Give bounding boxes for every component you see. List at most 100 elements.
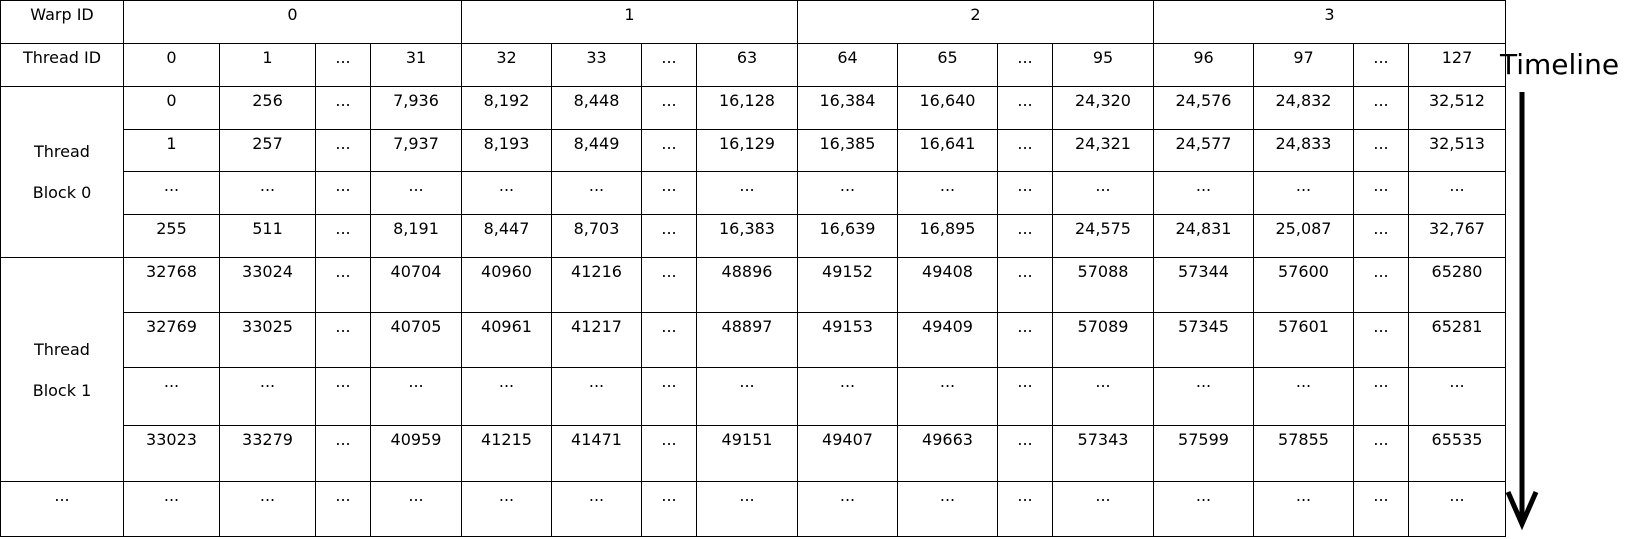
index-cell: 24,575 — [1052, 214, 1154, 258]
thread-id-cell: 31 — [370, 43, 462, 87]
thread-id-cell: ... — [1353, 43, 1409, 87]
index-cell: ... — [315, 312, 371, 368]
index-cell: 57855 — [1253, 425, 1354, 482]
index-cell: 8,192 — [461, 86, 552, 130]
index-cell: 49153 — [797, 312, 898, 368]
ellipsis-cell: ... — [1153, 481, 1254, 537]
ellipsis-cell: ... — [1353, 481, 1409, 537]
index-cell: 16,384 — [797, 86, 898, 130]
index-cell: 57600 — [1253, 257, 1354, 313]
index-cell: ... — [315, 129, 371, 172]
index-cell: ... — [641, 425, 697, 482]
table-row: 255 511... 8,191 8,447 8,703... 16,383 16,639 1… — [1, 214, 1506, 258]
index-cell: 40961 — [461, 312, 552, 368]
thread-id-cell: 1 — [219, 43, 316, 87]
index-cell: 24,833 — [1253, 129, 1354, 172]
index-cell: ... — [551, 367, 642, 426]
table-row: Thread Block 1 32768 33024... 40704 40960 4121… — [0, 257, 1506, 482]
ellipsis-cell: ... — [461, 481, 552, 537]
index-cell: 65280 — [1408, 257, 1506, 313]
thread-id-cell: 32 — [461, 43, 552, 87]
index-cell: ... — [315, 425, 371, 482]
index-cell: ... — [461, 367, 552, 426]
table-row: Thread Block 0 0 256... 7,936 8,192 8,448... 16… — [0, 86, 1506, 258]
index-cell: 48897 — [696, 312, 798, 368]
index-cell: 24,577 — [1153, 129, 1254, 172]
warp-id-cell: 3 — [1153, 0, 1506, 44]
index-cell: ... — [997, 312, 1053, 368]
index-cell: 25,087 — [1253, 214, 1354, 258]
ellipsis-row: ........................................… — [0, 481, 1506, 537]
index-cell: 40959 — [370, 425, 462, 482]
index-cell: ... — [1052, 367, 1154, 426]
warp-thread-table: Warp ID 0 1 2 3 Thread ID 0 1... 31 32 33... 63 64 65… — [0, 0, 1506, 537]
index-cell: 57599 — [1153, 425, 1254, 482]
warp-id-cell: 0 — [123, 0, 462, 44]
index-cell: 32769 — [123, 312, 220, 368]
ellipsis-cell: ... — [1253, 481, 1354, 537]
index-cell: 8,191 — [370, 214, 462, 258]
index-cell: ... — [1253, 171, 1354, 215]
index-cell: ... — [696, 367, 798, 426]
ellipsis-cell: ... — [797, 481, 898, 537]
index-cell: 16,640 — [897, 86, 998, 130]
index-cell: 24,832 — [1253, 86, 1354, 130]
index-cell: 16,639 — [797, 214, 898, 258]
table-row: ........................................… — [1, 367, 1506, 426]
index-cell: ... — [315, 257, 371, 313]
table-row: ........................................… — [1, 171, 1506, 215]
index-cell: 41216 — [551, 257, 642, 313]
thread-id-cell: 33 — [551, 43, 642, 87]
thread-id-cell: 64 — [797, 43, 898, 87]
index-cell: 16,641 — [897, 129, 998, 172]
index-cell: ... — [997, 367, 1053, 426]
index-cell: 57343 — [1052, 425, 1154, 482]
warp-id-cell: 2 — [797, 0, 1154, 44]
index-cell: 32,767 — [1408, 214, 1506, 258]
index-cell: 24,831 — [1153, 214, 1254, 258]
index-cell: ... — [370, 367, 462, 426]
index-cell: 16,128 — [696, 86, 798, 130]
index-cell: ... — [370, 171, 462, 215]
ellipsis-cell: ... — [641, 481, 697, 537]
ellipsis-cell: ... — [1052, 481, 1154, 537]
index-cell: ... — [797, 171, 898, 215]
index-cell: 0 — [123, 86, 220, 130]
index-cell: 1 — [123, 129, 220, 172]
ellipsis-cell: ... — [370, 481, 462, 537]
ellipsis-cell: ... — [696, 481, 798, 537]
thread-block-label: Thread Block 0 — [0, 86, 124, 258]
index-cell: 41217 — [551, 312, 642, 368]
table-row: 32769 33025... 40705 40961 41217... 48897 4915… — [1, 312, 1506, 368]
index-cell: ... — [1353, 171, 1409, 215]
index-cell: ... — [315, 214, 371, 258]
index-cell: ... — [997, 129, 1053, 172]
thread-id-cell: 65 — [897, 43, 998, 87]
index-cell: ... — [123, 367, 220, 426]
index-cell: 8,447 — [461, 214, 552, 258]
index-cell: ... — [897, 367, 998, 426]
index-cell: 57344 — [1153, 257, 1254, 313]
warp-header-row: Warp ID 0 1 2 3 — [0, 0, 1506, 44]
index-cell: 49408 — [897, 257, 998, 313]
index-cell: ... — [997, 214, 1053, 258]
index-cell: 65535 — [1408, 425, 1506, 482]
timeline-label: Timeline — [1500, 48, 1620, 81]
index-cell: 49152 — [797, 257, 898, 313]
thread-id-cell: 63 — [696, 43, 798, 87]
index-cell: ... — [997, 171, 1053, 215]
index-cell: ... — [1353, 367, 1409, 426]
index-cell: ... — [641, 214, 697, 258]
index-cell: 57088 — [1052, 257, 1154, 313]
thread-id-cell: ... — [997, 43, 1053, 87]
index-cell: 257 — [219, 129, 316, 172]
index-cell: ... — [641, 367, 697, 426]
index-cell: ... — [1052, 171, 1154, 215]
index-cell: ... — [1353, 257, 1409, 313]
index-cell: ... — [1153, 367, 1254, 426]
index-cell: 8,449 — [551, 129, 642, 172]
thread-block-label: Thread Block 1 — [0, 257, 124, 482]
index-cell: ... — [641, 312, 697, 368]
index-cell: ... — [696, 171, 798, 215]
index-cell: ... — [1353, 312, 1409, 368]
